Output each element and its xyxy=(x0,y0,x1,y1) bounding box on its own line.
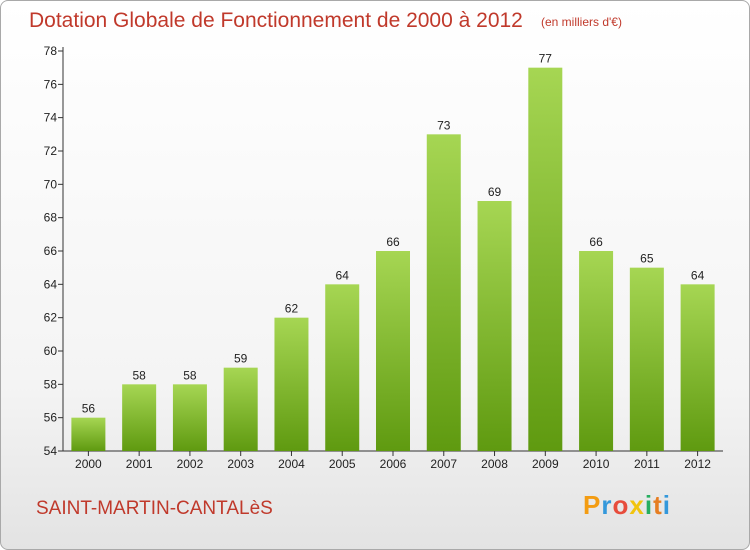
bar xyxy=(274,317,309,451)
x-tick-label: 2011 xyxy=(634,457,660,471)
data-label: 56 xyxy=(82,402,96,416)
data-label: 64 xyxy=(336,268,350,282)
bar xyxy=(172,384,207,451)
data-label: 73 xyxy=(437,118,451,132)
x-tick-label: 2010 xyxy=(583,457,610,471)
bar xyxy=(477,201,512,451)
logo-letter: P xyxy=(583,490,602,520)
x-tick-label: 2006 xyxy=(380,457,407,471)
y-tick-label: 74 xyxy=(44,111,58,125)
bar xyxy=(426,134,461,452)
x-tick-label: 2012 xyxy=(684,457,711,471)
chart-title: Dotation Globale de Fonctionnement de 20… xyxy=(29,9,523,32)
x-tick-label: 2000 xyxy=(75,457,102,471)
bar xyxy=(71,417,106,451)
y-tick-label: 70 xyxy=(44,177,58,191)
data-labels: 56 58 58 59 62 64 66 73 69 77 66 65 64 xyxy=(82,52,705,416)
data-label: 58 xyxy=(183,368,197,382)
x-tick-label: 2003 xyxy=(227,457,254,471)
bar xyxy=(579,251,614,451)
logo-letter: x xyxy=(629,490,645,520)
logo-letter: o xyxy=(612,490,630,520)
data-label: 66 xyxy=(386,235,400,249)
logo-letter: i xyxy=(644,490,654,520)
bar xyxy=(325,284,360,451)
bar xyxy=(223,367,258,451)
bars xyxy=(71,67,715,452)
data-label: 69 xyxy=(488,185,502,199)
bar xyxy=(376,251,410,451)
chart-subtitle: (en milliers d'€) xyxy=(541,15,622,29)
y-tick-label: 66 xyxy=(44,244,58,258)
x-tick-label: 2008 xyxy=(481,457,508,471)
x-tick-label: 2002 xyxy=(177,457,204,471)
x-tick-label: 2005 xyxy=(329,457,356,471)
logo-letter: i xyxy=(662,490,671,520)
y-tick-label: 76 xyxy=(44,77,58,91)
data-label: 62 xyxy=(285,302,299,316)
data-label: 59 xyxy=(234,352,248,366)
y-tick-label: 62 xyxy=(44,311,58,325)
logo-letter: t xyxy=(653,490,663,520)
x-tick-label: 2001 xyxy=(126,457,153,471)
y-tick-label: 60 xyxy=(44,344,58,358)
y-tick-label: 56 xyxy=(44,411,58,425)
proxiti-logo: Proxiti xyxy=(583,490,671,521)
y-tick-label: 68 xyxy=(44,211,58,225)
bar xyxy=(629,267,664,451)
y-tick-label: 72 xyxy=(44,144,58,158)
x-tick-label: 2004 xyxy=(278,457,305,471)
data-label: 64 xyxy=(691,268,705,282)
y-tick-label: 78 xyxy=(44,44,58,58)
y-tick-label: 64 xyxy=(44,277,58,291)
bar xyxy=(122,384,157,451)
logo-letter: r xyxy=(601,490,613,520)
commune-name: SAINT-MARTIN-CANTALèS xyxy=(36,498,273,519)
y-tick-label: 54 xyxy=(44,444,58,458)
y-tick-label: 58 xyxy=(44,377,58,391)
x-tick-label: 2007 xyxy=(430,457,457,471)
bar xyxy=(528,67,563,452)
bar xyxy=(680,284,715,451)
data-label: 66 xyxy=(589,235,603,249)
data-label: 65 xyxy=(640,252,654,266)
data-label: 77 xyxy=(539,52,553,66)
x-tick-label: 2009 xyxy=(532,457,559,471)
data-label: 58 xyxy=(132,368,146,382)
